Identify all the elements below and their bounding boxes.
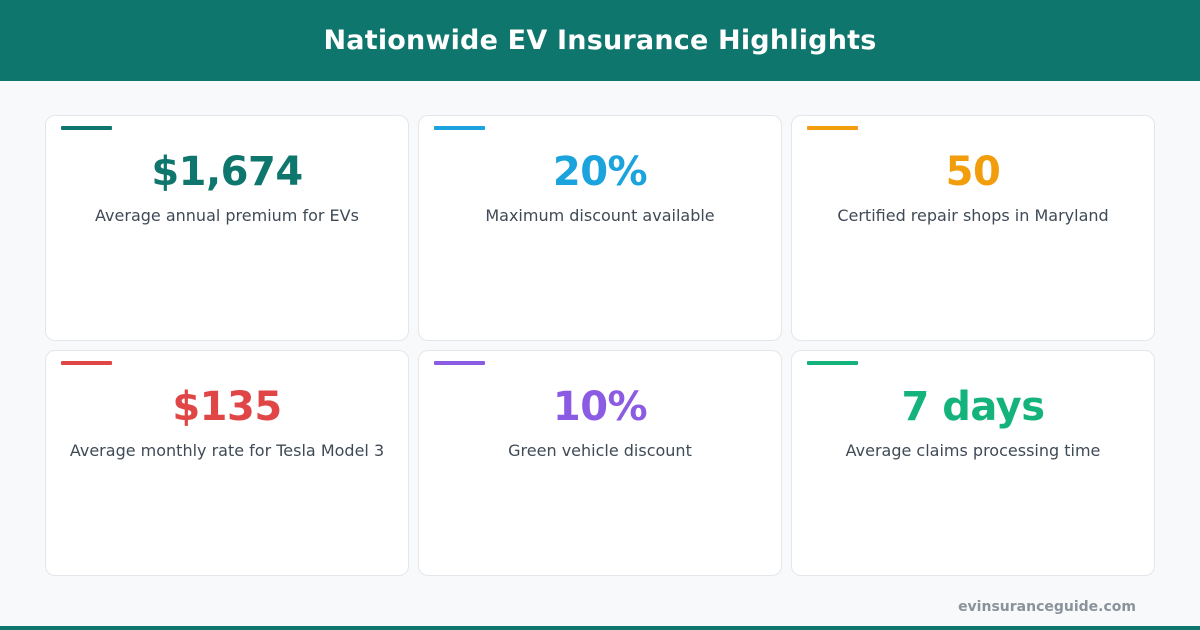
stat-label: Average claims processing time [845, 441, 1101, 460]
stats-grid: $1,674 Average annual premium for EVs 20… [45, 115, 1155, 576]
stat-card-tesla-rate: $135 Average monthly rate for Tesla Mode… [45, 350, 409, 576]
stat-card-annual-premium: $1,674 Average annual premium for EVs [45, 115, 409, 341]
footer-url: evinsuranceguide.com [958, 599, 1136, 615]
header-banner: Nationwide EV Insurance Highlights [0, 0, 1200, 81]
stat-card-green-discount: 10% Green vehicle discount [418, 350, 782, 576]
stat-label: Certified repair shops in Maryland [837, 206, 1109, 225]
card-accent-bar [434, 361, 485, 365]
stat-value: 50 [945, 149, 1001, 195]
card-accent-bar [807, 126, 858, 130]
card-accent-bar [61, 361, 112, 365]
stat-label: Average monthly rate for Tesla Model 3 [69, 441, 385, 460]
card-accent-bar [434, 126, 485, 130]
bottom-accent-bar [0, 626, 1200, 630]
stat-value: $135 [172, 384, 282, 430]
stat-card-claims-time: 7 days Average claims processing time [791, 350, 1155, 576]
stat-card-max-discount: 20% Maximum discount available [418, 115, 782, 341]
page-title: Nationwide EV Insurance Highlights [323, 25, 877, 56]
stat-value: 7 days [901, 384, 1045, 430]
stat-label: Green vehicle discount [508, 441, 692, 460]
stat-card-repair-shops: 50 Certified repair shops in Maryland [791, 115, 1155, 341]
stat-label: Maximum discount available [485, 206, 715, 225]
stat-value: 10% [552, 384, 648, 430]
stat-value: $1,674 [151, 149, 303, 195]
card-accent-bar [61, 126, 112, 130]
stat-label: Average annual premium for EVs [95, 206, 359, 225]
card-accent-bar [807, 361, 858, 365]
stat-value: 20% [552, 149, 648, 195]
